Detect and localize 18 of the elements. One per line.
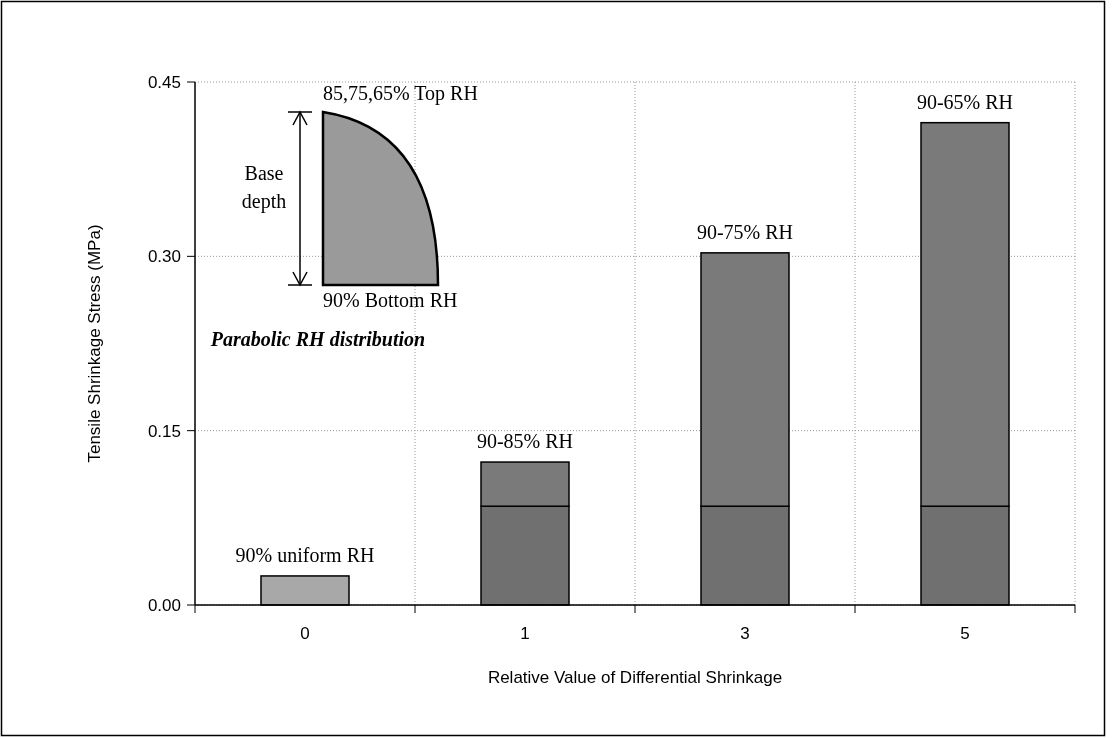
- annotation: 85,75,65% Top RH: [323, 82, 478, 105]
- x-axis-title: Relative Value of Differential Shrinkage: [487, 668, 783, 687]
- x-tick-label: 5: [960, 624, 970, 643]
- y-tick-label: 0.00: [147, 595, 181, 615]
- annotation: 90-85% RH: [476, 430, 574, 453]
- y-tick-label: 0.15: [147, 421, 181, 441]
- x-tick-label: 3: [740, 624, 750, 643]
- annotation: 90% Bottom RH: [323, 289, 458, 311]
- annotation: 90-65% RH: [916, 90, 1014, 113]
- y-tick-label: 0.45: [147, 72, 181, 92]
- x-tick-label: 1: [520, 624, 530, 643]
- annotation: 90% uniform RH: [235, 543, 375, 566]
- y-axis-title: Tensile Shrinkage Stress (MPa): [85, 224, 104, 463]
- x-tick-label: 0: [300, 624, 310, 643]
- annotation: 90-75% RH: [696, 220, 794, 243]
- y-tick-label: 0.30: [147, 247, 181, 267]
- annotation: Base depth: [241, 162, 287, 213]
- annotation: Parabolic RH distribution: [209, 328, 426, 350]
